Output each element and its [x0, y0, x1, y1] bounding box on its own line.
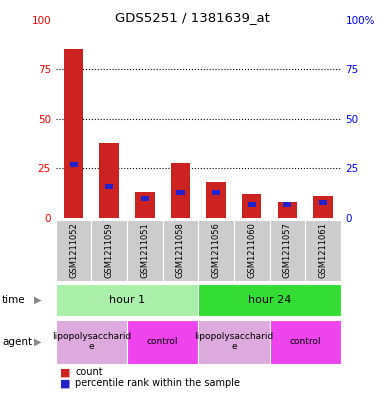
Text: time: time [2, 295, 25, 305]
Bar [64, 50, 84, 218]
Text: control: control [147, 337, 178, 346]
Bar [270, 220, 305, 281]
Text: ▶: ▶ [34, 336, 42, 347]
Bar [248, 202, 256, 207]
Text: agent: agent [2, 336, 32, 347]
Bar [206, 182, 226, 218]
Text: control: control [290, 337, 321, 346]
Bar [319, 200, 327, 205]
Text: lipopolysaccharid
e: lipopolysaccharid e [194, 332, 273, 351]
Bar [212, 190, 220, 195]
Text: ■: ■ [60, 378, 70, 388]
Bar [127, 320, 198, 364]
Bar [283, 202, 291, 207]
Text: hour 24: hour 24 [248, 295, 291, 305]
Bar [70, 162, 78, 167]
Text: hour 1: hour 1 [109, 295, 145, 305]
Text: GSM1211056: GSM1211056 [212, 222, 221, 279]
Text: GSM1211060: GSM1211060 [247, 222, 256, 279]
Bar [56, 220, 92, 281]
Text: GSM1211059: GSM1211059 [105, 223, 114, 278]
Bar [92, 220, 127, 281]
Text: percentile rank within the sample: percentile rank within the sample [75, 378, 240, 388]
Text: GDS5251 / 1381639_at: GDS5251 / 1381639_at [115, 11, 270, 24]
Bar [198, 220, 234, 281]
Text: GSM1211057: GSM1211057 [283, 222, 292, 279]
Bar [171, 163, 190, 218]
Bar [99, 143, 119, 218]
Text: ▶: ▶ [34, 295, 42, 305]
Text: ■: ■ [60, 367, 70, 377]
Text: GSM1211058: GSM1211058 [176, 222, 185, 279]
Bar [176, 190, 184, 195]
Bar [198, 284, 341, 316]
Text: GSM1211061: GSM1211061 [318, 222, 327, 279]
Bar [234, 220, 270, 281]
Bar [105, 184, 113, 189]
Text: GSM1211052: GSM1211052 [69, 223, 78, 278]
Bar [242, 194, 261, 218]
Bar [198, 320, 270, 364]
Bar [163, 220, 198, 281]
Bar [135, 192, 155, 218]
Bar [313, 196, 333, 218]
Text: GSM1211051: GSM1211051 [141, 223, 149, 278]
Text: count: count [75, 367, 103, 377]
Bar [127, 220, 162, 281]
Bar [56, 320, 127, 364]
Bar [270, 320, 341, 364]
Text: lipopolysaccharid
e: lipopolysaccharid e [52, 332, 131, 351]
Bar [141, 196, 149, 201]
Bar [56, 284, 198, 316]
Bar [278, 202, 297, 218]
Bar [305, 220, 341, 281]
